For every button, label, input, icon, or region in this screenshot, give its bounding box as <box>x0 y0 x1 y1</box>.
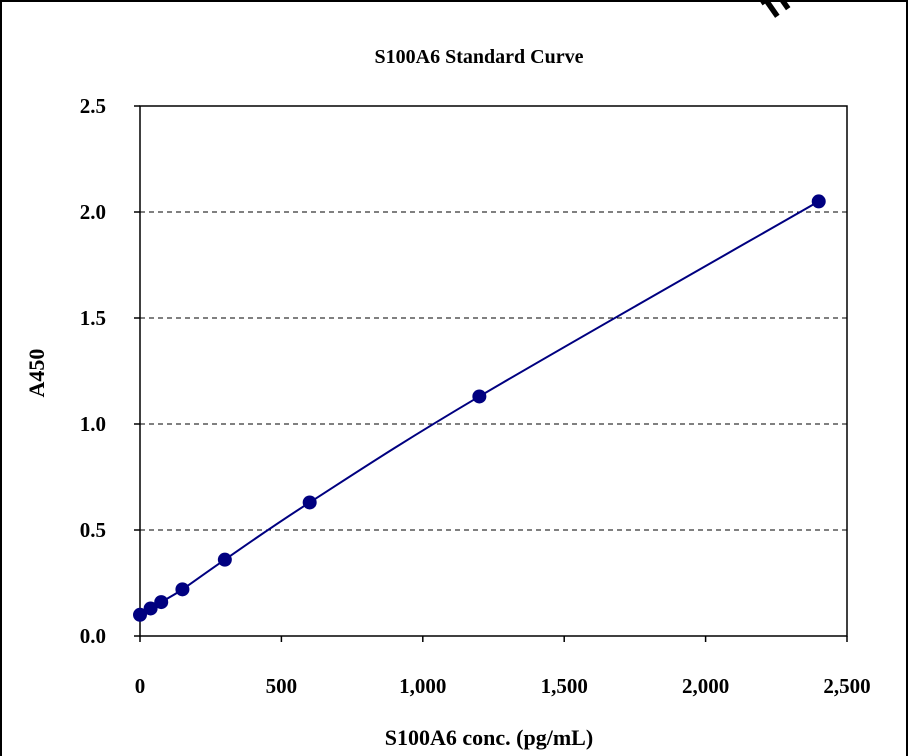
fit-curve <box>139 200 820 616</box>
y-tick-label: 2.5 <box>80 94 106 118</box>
x-tick-label: 2,000 <box>682 674 729 698</box>
y-tick-label: 2.0 <box>80 200 106 224</box>
y-axis-label: A450 <box>24 349 49 398</box>
x-axis-label: S100A6 conc. (pg/mL) <box>385 725 593 750</box>
x-tick-label: 0 <box>135 674 146 698</box>
data-point <box>154 595 169 610</box>
data-point <box>811 194 826 209</box>
data-points <box>133 194 826 622</box>
y-tick-label: 1.5 <box>80 306 106 330</box>
data-point <box>302 495 317 510</box>
y-tick-label: 0.5 <box>80 518 106 542</box>
x-tick-label: 1,000 <box>399 674 446 698</box>
y-axis-ticks: 0.0 0.5 1.0 1.5 2.0 2.5 <box>80 94 140 648</box>
y-tick-label: 0.0 <box>80 624 106 648</box>
data-point <box>175 582 190 597</box>
x-tick-label: 2,500 <box>823 674 870 698</box>
data-point <box>217 552 232 567</box>
x-tick-label: 1,500 <box>541 674 588 698</box>
x-axis-ticks: 0 500 1,000 1,500 2,000 2,500 <box>135 636 871 698</box>
data-point <box>472 389 487 404</box>
grid-lines <box>140 211 847 531</box>
data-point <box>133 607 147 622</box>
y-tick-label: 1.0 <box>80 412 106 436</box>
chart-title: S100A6 Standard Curve <box>375 46 584 68</box>
x-tick-label: 500 <box>266 674 298 698</box>
watermark: ff <box>752 0 800 27</box>
plot-area <box>139 105 848 637</box>
data-point <box>143 601 158 616</box>
